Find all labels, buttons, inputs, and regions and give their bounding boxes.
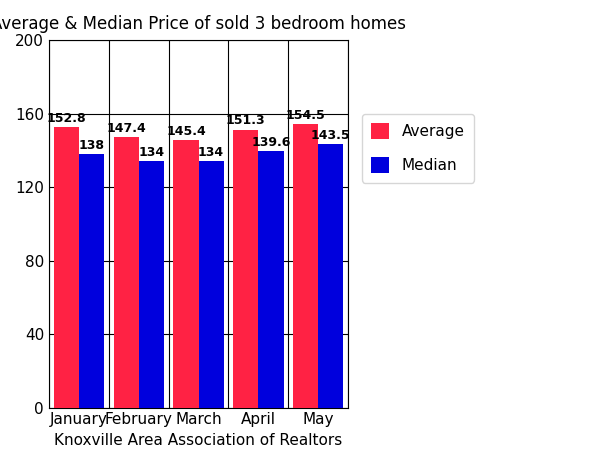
Text: 152.8: 152.8 — [46, 112, 86, 125]
Bar — [199, 162, 224, 407]
X-axis label: Knoxville Area Association of Realtors: Knoxville Area Association of Realtors — [55, 433, 343, 448]
Text: 139.6: 139.6 — [251, 136, 290, 149]
Bar — [139, 162, 164, 407]
Legend: Average, Median: Average, Median — [362, 114, 473, 182]
Text: 147.4: 147.4 — [106, 122, 146, 135]
Bar — [293, 124, 318, 407]
Bar — [53, 127, 79, 407]
Text: 145.4: 145.4 — [166, 125, 206, 138]
Bar — [113, 137, 139, 407]
Text: 134: 134 — [198, 146, 224, 159]
Text: 151.3: 151.3 — [226, 114, 266, 127]
Text: 138: 138 — [79, 139, 104, 152]
Bar — [79, 154, 104, 407]
Bar — [233, 130, 259, 407]
Bar — [318, 144, 343, 407]
Bar — [173, 140, 199, 407]
Bar — [259, 151, 284, 407]
Text: 134: 134 — [138, 146, 164, 159]
Title: Average & Median Price of sold 3 bedroom homes: Average & Median Price of sold 3 bedroom… — [0, 15, 406, 33]
Text: 154.5: 154.5 — [286, 108, 326, 121]
Text: 143.5: 143.5 — [311, 129, 350, 142]
